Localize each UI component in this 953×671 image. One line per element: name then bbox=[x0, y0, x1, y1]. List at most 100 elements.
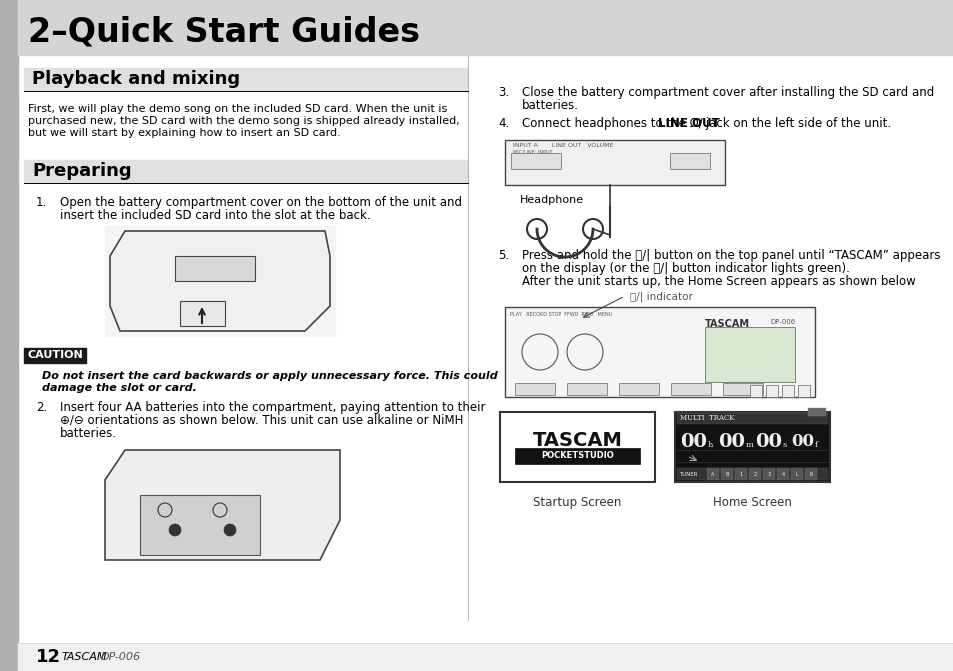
Text: ⏻/| indicator: ⏻/| indicator bbox=[629, 291, 692, 301]
Bar bbox=[669, 153, 709, 169]
Text: 00: 00 bbox=[754, 433, 781, 451]
Bar bbox=[677, 413, 827, 424]
Text: 3.: 3. bbox=[497, 86, 509, 99]
Bar bbox=[18, 0, 953, 55]
Text: 4: 4 bbox=[781, 472, 783, 476]
Bar bbox=[675, 412, 829, 482]
Text: m: m bbox=[745, 441, 753, 449]
Text: 1: 1 bbox=[739, 472, 741, 476]
Bar bbox=[704, 327, 794, 382]
Bar bbox=[807, 408, 825, 416]
Text: First, we will play the demo song on the included SD card. When the unit is: First, we will play the demo song on the… bbox=[28, 104, 447, 114]
Bar bbox=[776, 468, 788, 480]
Text: purchased new, the SD card with the demo song is shipped already installed,: purchased new, the SD card with the demo… bbox=[28, 116, 459, 126]
Text: Headphone: Headphone bbox=[519, 195, 583, 205]
Text: 00: 00 bbox=[679, 433, 706, 451]
Text: 00: 00 bbox=[718, 433, 744, 451]
Text: damage the slot or card.: damage the slot or card. bbox=[42, 383, 196, 393]
Text: DP-006: DP-006 bbox=[769, 319, 795, 325]
Polygon shape bbox=[110, 231, 330, 331]
Text: on the display (or the ⏻/| button indicator lights green).: on the display (or the ⏻/| button indica… bbox=[521, 262, 849, 275]
Bar bbox=[749, 385, 761, 397]
Text: R: R bbox=[808, 472, 812, 476]
Text: s: s bbox=[782, 441, 786, 449]
Text: Playback and mixing: Playback and mixing bbox=[32, 70, 240, 88]
Bar bbox=[722, 383, 762, 395]
Text: TASCAM: TASCAM bbox=[62, 652, 108, 662]
Text: B: B bbox=[724, 472, 728, 476]
Bar bbox=[797, 385, 809, 397]
Text: POCKETSTUDIO: POCKETSTUDIO bbox=[540, 452, 613, 460]
Text: TASCAM: TASCAM bbox=[704, 319, 749, 329]
Text: 4.: 4. bbox=[497, 117, 509, 130]
Bar bbox=[100, 445, 345, 565]
Text: DP-006: DP-006 bbox=[101, 652, 141, 662]
Text: 5.: 5. bbox=[497, 249, 509, 262]
Text: PLAY   RECORD STOP  FFWD  RWD   MENU: PLAY RECORD STOP FFWD RWD MENU bbox=[510, 312, 612, 317]
Bar bbox=[765, 385, 778, 397]
Text: ⊕∕⊖ orientations as shown below. This unit can use alkaline or NiMH: ⊕∕⊖ orientations as shown below. This un… bbox=[60, 414, 463, 427]
Text: Close the battery compartment cover after installing the SD card and: Close the battery compartment cover afte… bbox=[521, 86, 933, 99]
Text: 2–Quick Start Guides: 2–Quick Start Guides bbox=[28, 15, 419, 48]
Text: MIC/LINE  INPUT: MIC/LINE INPUT bbox=[513, 150, 552, 155]
Text: but we will start by explaining how to insert an SD card.: but we will start by explaining how to i… bbox=[28, 128, 340, 138]
Text: Press and hold the ⏻/| button on the top panel until “TASCAM” appears: Press and hold the ⏻/| button on the top… bbox=[521, 249, 940, 262]
Bar bbox=[511, 153, 560, 169]
Polygon shape bbox=[180, 301, 225, 326]
Text: Connect headphones to the Ω/: Connect headphones to the Ω/ bbox=[521, 117, 702, 130]
Text: 12: 12 bbox=[36, 648, 61, 666]
Text: insert the included SD card into the slot at the back.: insert the included SD card into the slo… bbox=[60, 209, 370, 222]
Text: Home Screen: Home Screen bbox=[712, 496, 791, 509]
Text: 00: 00 bbox=[790, 433, 813, 450]
Bar bbox=[720, 468, 732, 480]
Text: INPUT A       LINE OUT   VOLUME: INPUT A LINE OUT VOLUME bbox=[513, 143, 613, 148]
Text: L: L bbox=[795, 472, 798, 476]
Text: batteries.: batteries. bbox=[60, 427, 117, 440]
Text: TASCAM: TASCAM bbox=[532, 431, 621, 450]
Text: f: f bbox=[814, 441, 818, 449]
Bar bbox=[515, 448, 639, 464]
Text: Preparing: Preparing bbox=[32, 162, 132, 180]
Bar bbox=[670, 383, 710, 395]
Bar bbox=[24, 348, 86, 363]
Polygon shape bbox=[105, 450, 339, 560]
Circle shape bbox=[169, 524, 181, 536]
Text: CAUTION: CAUTION bbox=[27, 350, 83, 360]
Text: TUNER: TUNER bbox=[679, 472, 697, 476]
Bar bbox=[105, 226, 335, 336]
Text: MULTI  TRACK: MULTI TRACK bbox=[679, 414, 734, 422]
Text: Insert four AA batteries into the compartment, paying attention to their: Insert four AA batteries into the compar… bbox=[60, 401, 485, 414]
Bar bbox=[499, 412, 655, 482]
Bar bbox=[618, 383, 659, 395]
Text: Startup Screen: Startup Screen bbox=[533, 496, 621, 509]
Text: Open the battery compartment cover on the bottom of the unit and: Open the battery compartment cover on th… bbox=[60, 196, 461, 209]
Bar bbox=[174, 256, 254, 281]
Bar bbox=[566, 383, 606, 395]
Circle shape bbox=[224, 524, 235, 536]
Text: Do not insert the card backwards or apply unnecessary force. This could: Do not insert the card backwards or appl… bbox=[42, 371, 497, 381]
Bar bbox=[790, 468, 802, 480]
Bar bbox=[504, 307, 814, 397]
Bar bbox=[18, 643, 953, 671]
Text: h: h bbox=[707, 441, 713, 449]
Text: A: A bbox=[711, 472, 714, 476]
Polygon shape bbox=[140, 495, 260, 555]
Text: 2: 2 bbox=[753, 472, 756, 476]
Text: 1.: 1. bbox=[36, 196, 48, 209]
Text: After the unit starts up, the Home Screen appears as shown below: After the unit starts up, the Home Scree… bbox=[521, 275, 915, 288]
Bar bbox=[515, 383, 555, 395]
Bar bbox=[781, 385, 793, 397]
Bar bbox=[762, 468, 774, 480]
Bar bbox=[24, 68, 468, 90]
Bar bbox=[748, 468, 760, 480]
Bar bbox=[706, 468, 719, 480]
Bar bbox=[0, 0, 18, 671]
Text: batteries.: batteries. bbox=[521, 99, 578, 112]
Text: 2.: 2. bbox=[36, 401, 48, 414]
Bar bbox=[24, 160, 468, 182]
Text: jack on the left side of the unit.: jack on the left side of the unit. bbox=[701, 117, 890, 130]
Bar bbox=[677, 468, 827, 480]
Bar bbox=[804, 468, 816, 480]
Bar bbox=[504, 140, 724, 185]
Text: 3: 3 bbox=[766, 472, 770, 476]
